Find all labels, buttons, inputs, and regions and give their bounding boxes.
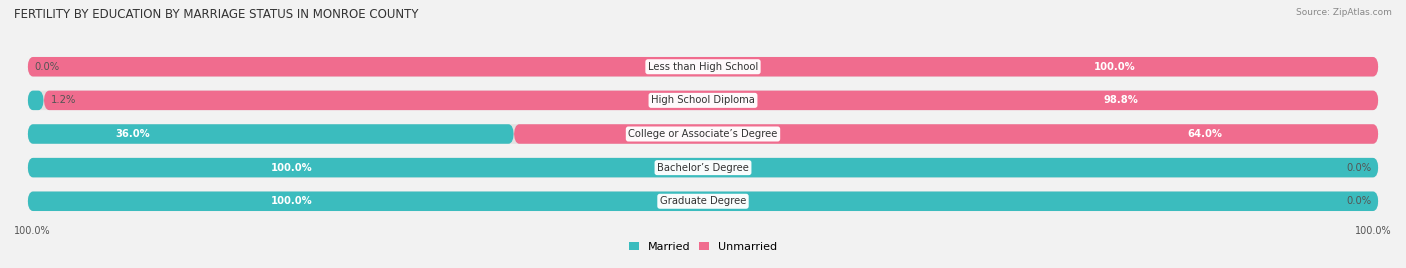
Text: 100.0%: 100.0% [1094,62,1135,72]
FancyBboxPatch shape [513,124,1378,144]
FancyBboxPatch shape [28,91,1378,110]
FancyBboxPatch shape [28,192,1378,211]
Text: Graduate Degree: Graduate Degree [659,196,747,206]
FancyBboxPatch shape [28,124,1378,144]
Text: 0.0%: 0.0% [1347,163,1372,173]
FancyBboxPatch shape [44,91,1378,110]
Text: College or Associate’s Degree: College or Associate’s Degree [628,129,778,139]
FancyBboxPatch shape [28,57,1378,76]
Text: 100.0%: 100.0% [14,226,51,236]
Text: 1.2%: 1.2% [51,95,76,105]
Legend: Married, Unmarried: Married, Unmarried [628,242,778,252]
Text: 0.0%: 0.0% [1347,196,1372,206]
Text: 64.0%: 64.0% [1188,129,1223,139]
Text: Source: ZipAtlas.com: Source: ZipAtlas.com [1296,8,1392,17]
FancyBboxPatch shape [28,57,1378,76]
Text: 36.0%: 36.0% [115,129,150,139]
Text: 98.8%: 98.8% [1104,95,1139,105]
FancyBboxPatch shape [28,91,44,110]
Text: High School Diploma: High School Diploma [651,95,755,105]
FancyBboxPatch shape [28,158,1378,177]
Text: 100.0%: 100.0% [271,163,312,173]
Text: Less than High School: Less than High School [648,62,758,72]
Text: FERTILITY BY EDUCATION BY MARRIAGE STATUS IN MONROE COUNTY: FERTILITY BY EDUCATION BY MARRIAGE STATU… [14,8,419,21]
FancyBboxPatch shape [28,124,513,144]
Text: 100.0%: 100.0% [271,196,312,206]
FancyBboxPatch shape [28,192,1378,211]
FancyBboxPatch shape [28,158,1378,177]
Text: 0.0%: 0.0% [34,62,59,72]
Text: 100.0%: 100.0% [1355,226,1392,236]
Text: Bachelor’s Degree: Bachelor’s Degree [657,163,749,173]
